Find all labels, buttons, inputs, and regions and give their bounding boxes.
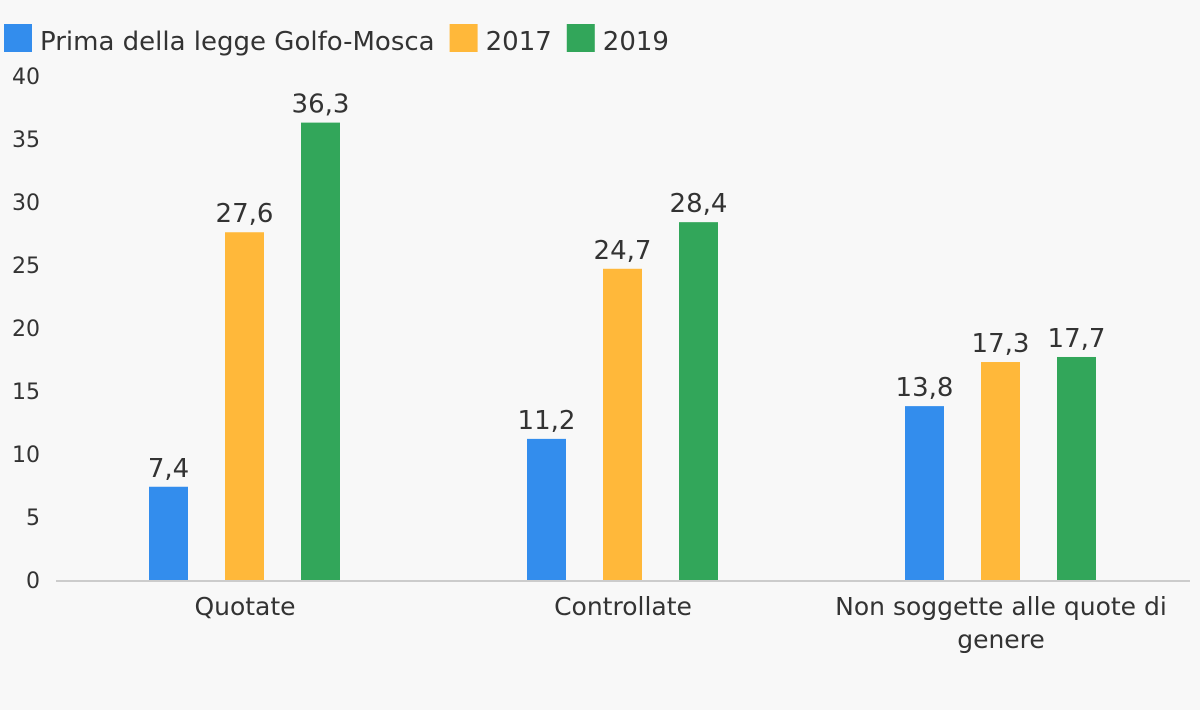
- x-axis: Quotate Controllate Non soggette alle quot…: [194, 592, 1166, 654]
- y-tick-label: 35: [12, 128, 40, 153]
- bar: [225, 232, 264, 581]
- y-tick-label: 10: [12, 443, 40, 468]
- x-tick-label: Non soggette alle quote di: [835, 592, 1167, 621]
- y-tick-label: 15: [12, 380, 40, 405]
- data-label: 11,2: [518, 406, 576, 436]
- legend-label-0: Prima della legge Golfo-Mosca: [40, 27, 435, 57]
- y-tick-label: 30: [12, 191, 40, 216]
- data-label: 36,3: [292, 90, 350, 120]
- y-tick-label: 20: [12, 317, 40, 342]
- data-label: 17,7: [1048, 324, 1106, 354]
- x-tick-label: genere: [957, 625, 1045, 654]
- bar: [301, 122, 340, 581]
- x-tick-label: Quotate: [194, 592, 295, 621]
- bar: [679, 222, 718, 580]
- legend-label-1: 2017: [486, 27, 552, 57]
- data-label: 27,6: [216, 199, 274, 229]
- data-label: 17,3: [972, 329, 1030, 359]
- y-tick-label: 25: [12, 254, 40, 279]
- bar: [603, 268, 642, 580]
- bar: [981, 362, 1020, 580]
- bars-group: [149, 122, 1096, 581]
- legend-swatch-1: [449, 24, 478, 52]
- bar: [149, 486, 188, 580]
- value-labels-group: 7,4 27,6 36,3 11,2 24,7 28,4 13,8 17,3 17,7: [148, 90, 1106, 484]
- bar: [905, 406, 944, 580]
- x-tick-label: Controllate: [554, 592, 692, 621]
- bar: [1057, 356, 1096, 580]
- bar: [527, 438, 566, 580]
- data-label: 13,8: [896, 373, 954, 403]
- chart-legend: Prima della legge Golfo-Mosca 2017 2019: [4, 24, 669, 57]
- data-label: 7,4: [148, 454, 189, 484]
- y-tick-label: 5: [26, 506, 40, 531]
- legend-swatch-2: [566, 24, 595, 52]
- legend-label-2: 2019: [603, 27, 669, 57]
- y-tick-label: 40: [12, 65, 40, 90]
- y-tick-label: 0: [26, 569, 40, 594]
- y-axis: 0 5 10 15 20 25 30 35 40: [12, 65, 40, 594]
- data-label: 24,7: [594, 236, 652, 266]
- legend-swatch-0: [4, 24, 32, 52]
- data-label: 28,4: [670, 189, 728, 219]
